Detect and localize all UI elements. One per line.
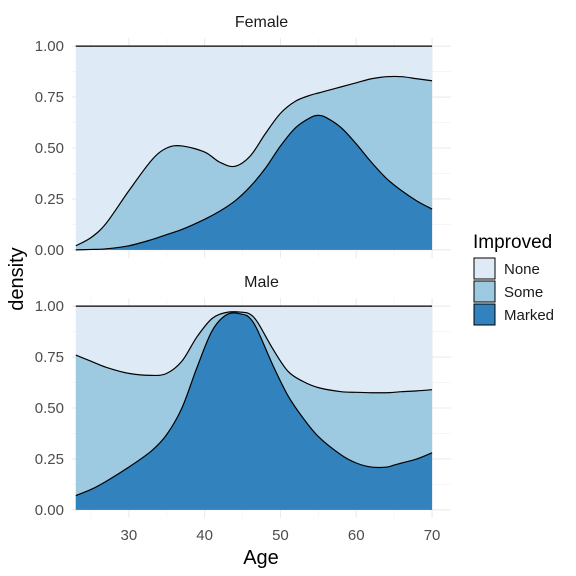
y-tick-label: 0.00 [35,502,64,519]
y-tick-label: 0.50 [35,140,64,157]
y-tick-labels: 0.00 0.25 0.50 0.75 1.00 0.00 0.25 0.50 0.75 1.00 [35,38,64,519]
y-tick-label: 0.00 [35,242,64,259]
line-marked-male [75,312,433,497]
x-tick-labels: 30 40 50 60 70 [121,527,441,544]
panel-title: Male [244,274,279,291]
y-tick-label: 0.75 [35,89,64,106]
legend-label-none: None [504,261,540,278]
panel-male: Male [72,274,451,518]
legend-label-marked: Marked [504,307,554,324]
y-tick-label: 0.50 [35,400,64,417]
x-tick-label: 60 [348,527,365,544]
y-tick-label: 0.75 [35,349,64,366]
legend: Improved None Some Marked [473,232,554,326]
y-tick-label: 0.25 [35,451,64,468]
panel-title: Female [235,14,288,31]
legend-label-some: Some [504,284,543,301]
y-tick-label: 1.00 [35,38,64,55]
x-tick-label: 50 [272,527,289,544]
legend-key-marked [473,303,496,326]
area-marked-male [75,312,433,510]
legend-key-none [473,257,496,280]
x-tick-label: 40 [196,527,213,544]
legend-title: Improved [473,232,552,253]
panels-layer: Female Male [72,14,451,518]
legend-key-some [473,280,496,303]
y-tick-label: 0.25 [35,191,64,208]
y-tick-label: 1.00 [35,298,64,315]
x-axis-title: Age [243,547,279,569]
x-tick-label: 70 [424,527,441,544]
y-axis-title: density [6,247,28,310]
x-tick-label: 30 [121,527,138,544]
line-some-female [75,75,433,247]
line-some-male [75,311,433,394]
legend-keys: None Some Marked [473,257,554,326]
line-marked-female [75,114,433,251]
panel-female: Female [72,14,451,258]
